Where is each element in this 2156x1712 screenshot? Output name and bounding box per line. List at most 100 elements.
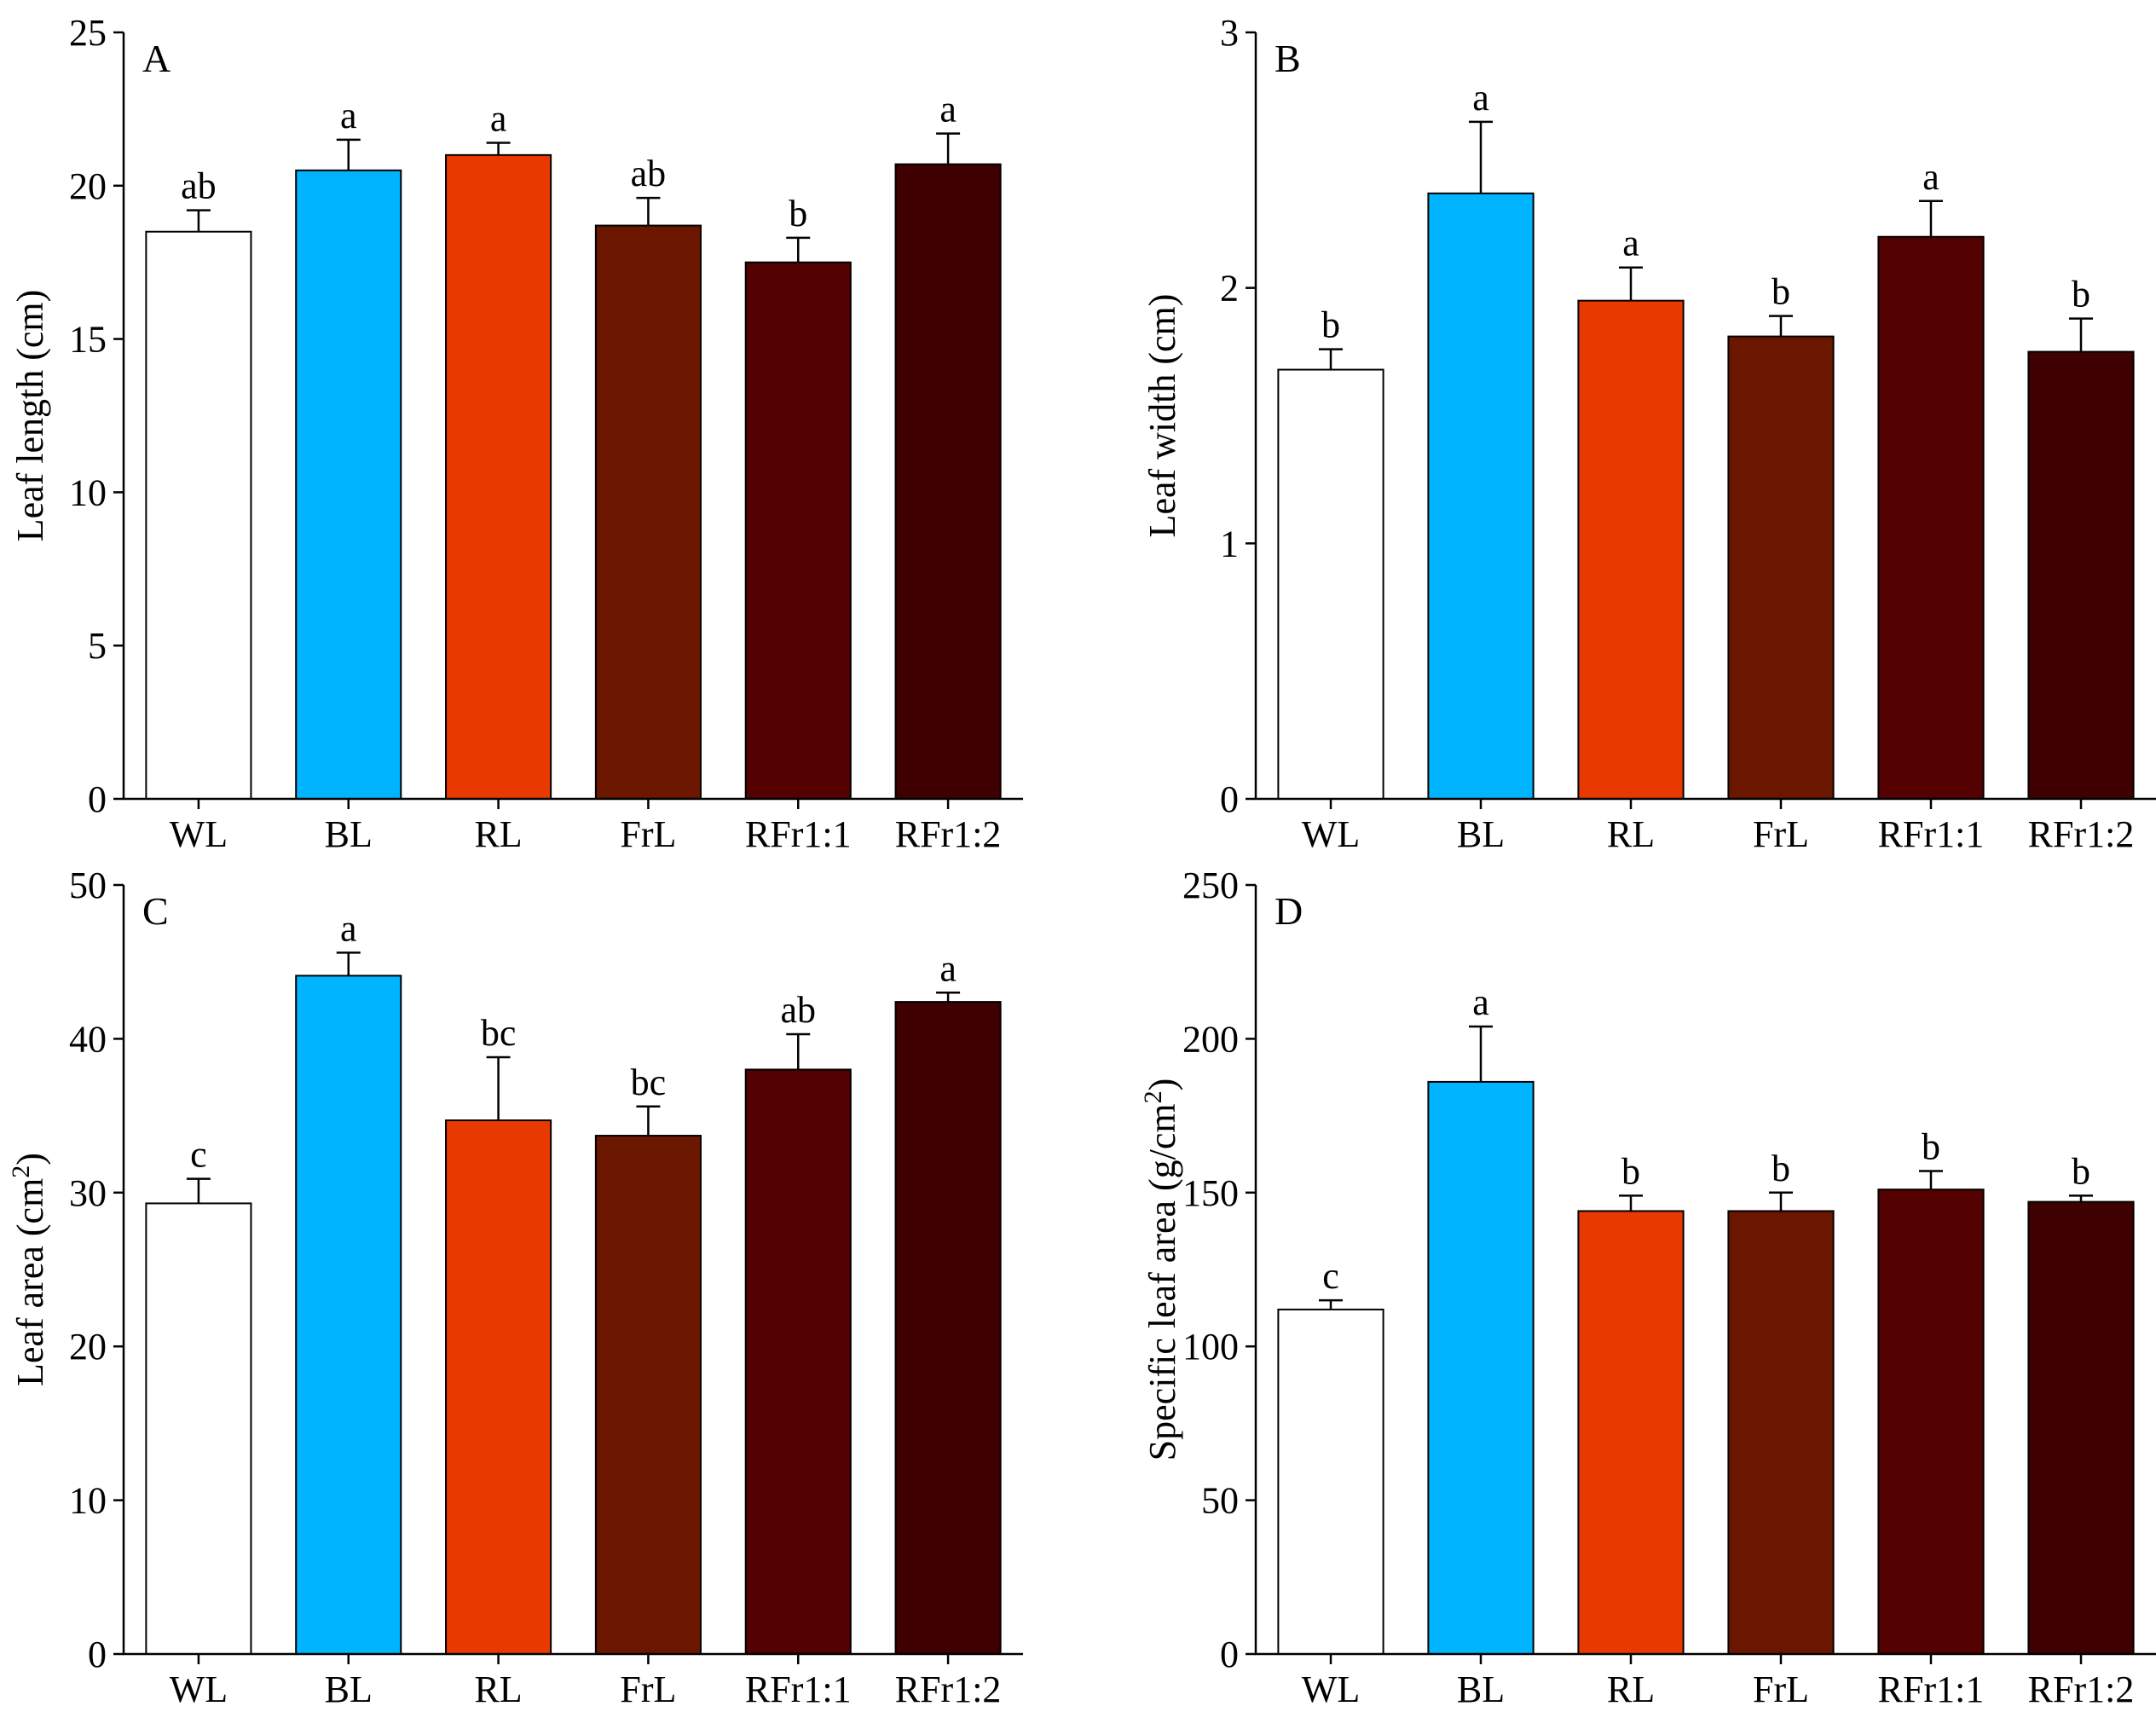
significance-label: a (1922, 156, 1939, 198)
y-axis-label-superscript: 2 (7, 1165, 35, 1178)
y-tick-label: 20 (69, 165, 107, 207)
bar-rl (445, 1119, 552, 1655)
error-bar (1769, 1191, 1793, 1212)
y-axis-label-suffix: ) (1142, 1079, 1183, 1091)
y-tick-label: 10 (69, 1480, 107, 1522)
significance-label: c (190, 1134, 207, 1176)
error-bar (786, 236, 811, 263)
y-tick-label: 30 (69, 1172, 107, 1214)
error-bar (1919, 200, 1943, 237)
error-bar (636, 1105, 661, 1137)
significance-label: ab (631, 153, 667, 194)
x-tick-label: BL (325, 813, 373, 855)
bar-rl (445, 153, 552, 800)
panel-label: B (1275, 37, 1301, 80)
bar-frl (1727, 1210, 1835, 1655)
y-tick-label: 15 (69, 319, 107, 361)
bar-rl (1577, 299, 1685, 800)
panel-c: c WL a BL bc RL bc FrL ab RFr1:1 a RFr1:2 0 10 20 30 40 5… (7, 865, 1023, 1710)
y-axis-label-suffix: ) (9, 1153, 51, 1165)
x-tick-label: RFr1:2 (895, 1669, 1002, 1710)
axes (122, 32, 1023, 801)
axes (1254, 32, 2156, 801)
y-axis-label-superscript: 2 (1139, 1090, 1167, 1103)
x-tick-label: WL (170, 1669, 228, 1710)
bar-frl (594, 224, 702, 801)
y-tick-label: 40 (69, 1018, 107, 1060)
bar-frl (1727, 335, 1835, 800)
bar-bl (1427, 1080, 1535, 1655)
error-bar (186, 1177, 211, 1204)
x-tick-label: RFr1:1 (1878, 1669, 1985, 1710)
panel-d: c WL a BL b RL b FrL b RFr1:1 b RFr1:2 0 50 100 150 200 2… (1139, 865, 2156, 1710)
error-bar (336, 951, 361, 976)
y-axis-label-text: Specific leaf area (g/cm (1142, 1103, 1183, 1460)
significance-label: a (939, 89, 957, 130)
x-tick-label: FrL (620, 813, 676, 855)
significance-label: bc (481, 1012, 517, 1054)
error-bar (1319, 1298, 1343, 1310)
significance-label: a (939, 947, 957, 989)
y-tick-label: 3 (1220, 12, 1239, 54)
x-tick-label: RL (474, 1669, 522, 1710)
error-bar (636, 196, 661, 226)
x-tick-label: WL (170, 813, 228, 855)
axes (122, 885, 1023, 1656)
significance-label: a (1472, 77, 1489, 119)
error-bar (1319, 348, 1343, 370)
error-bar (1619, 266, 1643, 301)
significance-label: a (1472, 981, 1489, 1023)
y-tick-label: 0 (1220, 778, 1239, 820)
significance-label: b (1321, 304, 1340, 346)
bar-rfr1-1 (1877, 1189, 1985, 1655)
y-tick-label: 2 (1220, 268, 1239, 309)
y-tick-label: 10 (69, 471, 107, 513)
x-tick-label: RL (1607, 1669, 1655, 1710)
y-axis-label-text: Leaf width (cm) (1142, 294, 1183, 538)
error-bar (786, 1032, 811, 1070)
error-bar (936, 992, 961, 1003)
y-tick-label: 25 (69, 12, 107, 54)
bar-rl (1577, 1210, 1685, 1655)
y-axis-label: Specific leaf area (g/cm2) (1139, 1079, 1183, 1461)
x-tick-label: RFr1:1 (745, 813, 852, 855)
x-tick-label: RL (1607, 813, 1655, 855)
y-tick-label: 5 (88, 625, 107, 667)
bar-wl (1277, 368, 1384, 800)
error-bar (186, 209, 211, 232)
x-tick-label: RFr1:2 (2028, 1669, 2135, 1710)
significance-label: ab (181, 165, 217, 207)
significance-label: b (1922, 1126, 1940, 1168)
error-bar (486, 1056, 511, 1121)
bar-rfr1-1 (1877, 235, 1985, 800)
x-tick-label: RFr1:2 (2028, 813, 2135, 855)
x-tick-label: RL (474, 813, 522, 855)
x-tick-label: FrL (620, 1669, 676, 1710)
bar-wl (145, 230, 252, 800)
bar-rfr1-2 (2027, 350, 2135, 801)
y-tick-label: 250 (1182, 865, 1239, 906)
x-tick-label: RFr1:1 (745, 1669, 852, 1710)
significance-label: a (340, 907, 357, 949)
y-tick-label: 200 (1182, 1018, 1239, 1060)
bar-bl (1427, 192, 1535, 801)
x-tick-label: WL (1302, 1669, 1360, 1710)
panel-label: A (142, 37, 171, 80)
y-tick-label: 50 (1201, 1480, 1239, 1522)
error-bar (1919, 1170, 1943, 1190)
x-tick-label: BL (1457, 813, 1505, 855)
y-axis-label: Leaf area (cm2) (7, 1153, 51, 1386)
error-bar (2069, 1194, 2093, 1202)
significance-label: a (1622, 223, 1639, 264)
panel-b: b WL a BL a RL b FrL a RFr1:1 b RFr1:2 0 1 2 3B Leaf wid… (1142, 12, 2156, 855)
y-tick-label: 1 (1220, 523, 1239, 564)
bar-rfr1-1 (744, 261, 852, 800)
bar-wl (145, 1202, 252, 1655)
y-tick-label: 100 (1182, 1326, 1239, 1368)
significance-label: b (1621, 1150, 1640, 1192)
significance-label: a (340, 95, 357, 136)
bar-wl (1277, 1308, 1384, 1656)
significance-label: bc (631, 1061, 667, 1103)
y-axis-label-text: Leaf length (cm) (9, 290, 51, 542)
y-tick-label: 20 (69, 1326, 107, 1368)
